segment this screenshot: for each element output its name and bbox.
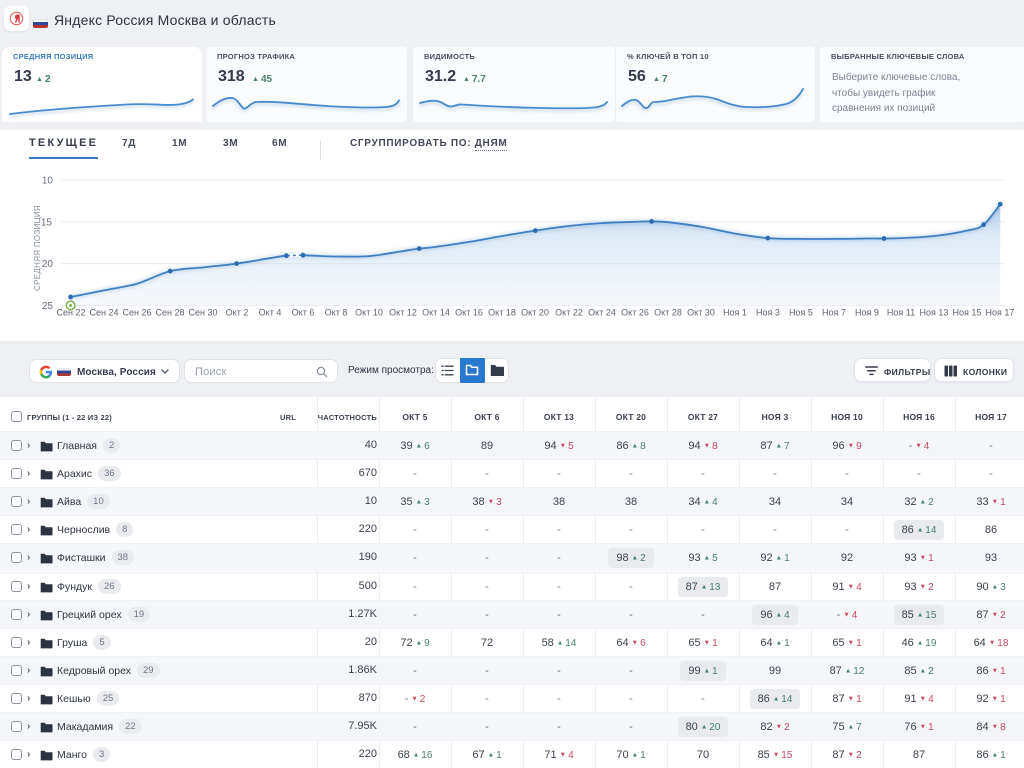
svg-text:Окт 8: Окт 8 [325,308,348,318]
svg-text:Окт 2: Окт 2 [226,308,249,318]
svg-text:Ноя 7: Ноя 7 [822,308,846,318]
svg-text:Ноя 17: Ноя 17 [986,308,1015,318]
svg-text:Окт 18: Окт 18 [488,308,516,318]
svg-text:10: 10 [42,176,54,187]
svg-text:Окт 22: Окт 22 [555,308,583,318]
svg-text:Сен 22: Сен 22 [57,308,86,318]
svg-text:20: 20 [42,259,54,270]
svg-text:Ноя 5: Ноя 5 [789,308,813,318]
svg-text:Ноя 15: Ноя 15 [953,308,982,318]
svg-text:Окт 24: Окт 24 [588,308,616,318]
svg-text:Окт 10: Окт 10 [355,308,383,318]
svg-text:Окт 28: Окт 28 [654,308,682,318]
svg-text:Ноя 3: Ноя 3 [756,308,780,318]
svg-text:Окт 20: Окт 20 [521,308,549,318]
svg-text:Окт 6: Окт 6 [292,308,315,318]
svg-text:Сен 26: Сен 26 [123,308,152,318]
svg-text:Окт 4: Окт 4 [259,308,282,318]
svg-text:Сен 30: Сен 30 [189,308,218,318]
svg-text:Сен 28: Сен 28 [156,308,185,318]
svg-text:25: 25 [42,301,54,312]
svg-text:Окт 30: Окт 30 [687,308,715,318]
svg-text:Ноя 11: Ноя 11 [887,308,915,318]
svg-text:СРЕДНЯЯ ПОЗИЦИЯ: СРЕДНЯЯ ПОЗИЦИЯ [33,205,42,291]
svg-text:Ноя 9: Ноя 9 [855,308,879,318]
svg-text:Окт 14: Окт 14 [422,308,450,318]
svg-text:15: 15 [41,217,53,228]
svg-text:Окт 16: Окт 16 [455,308,483,318]
svg-text:Окт 12: Окт 12 [389,308,417,318]
svg-text:Ноя 1: Ноя 1 [723,308,747,318]
svg-text:Окт 26: Окт 26 [621,308,649,318]
svg-text:Ноя 13: Ноя 13 [920,308,949,318]
svg-text:Сен 24: Сен 24 [90,308,119,318]
